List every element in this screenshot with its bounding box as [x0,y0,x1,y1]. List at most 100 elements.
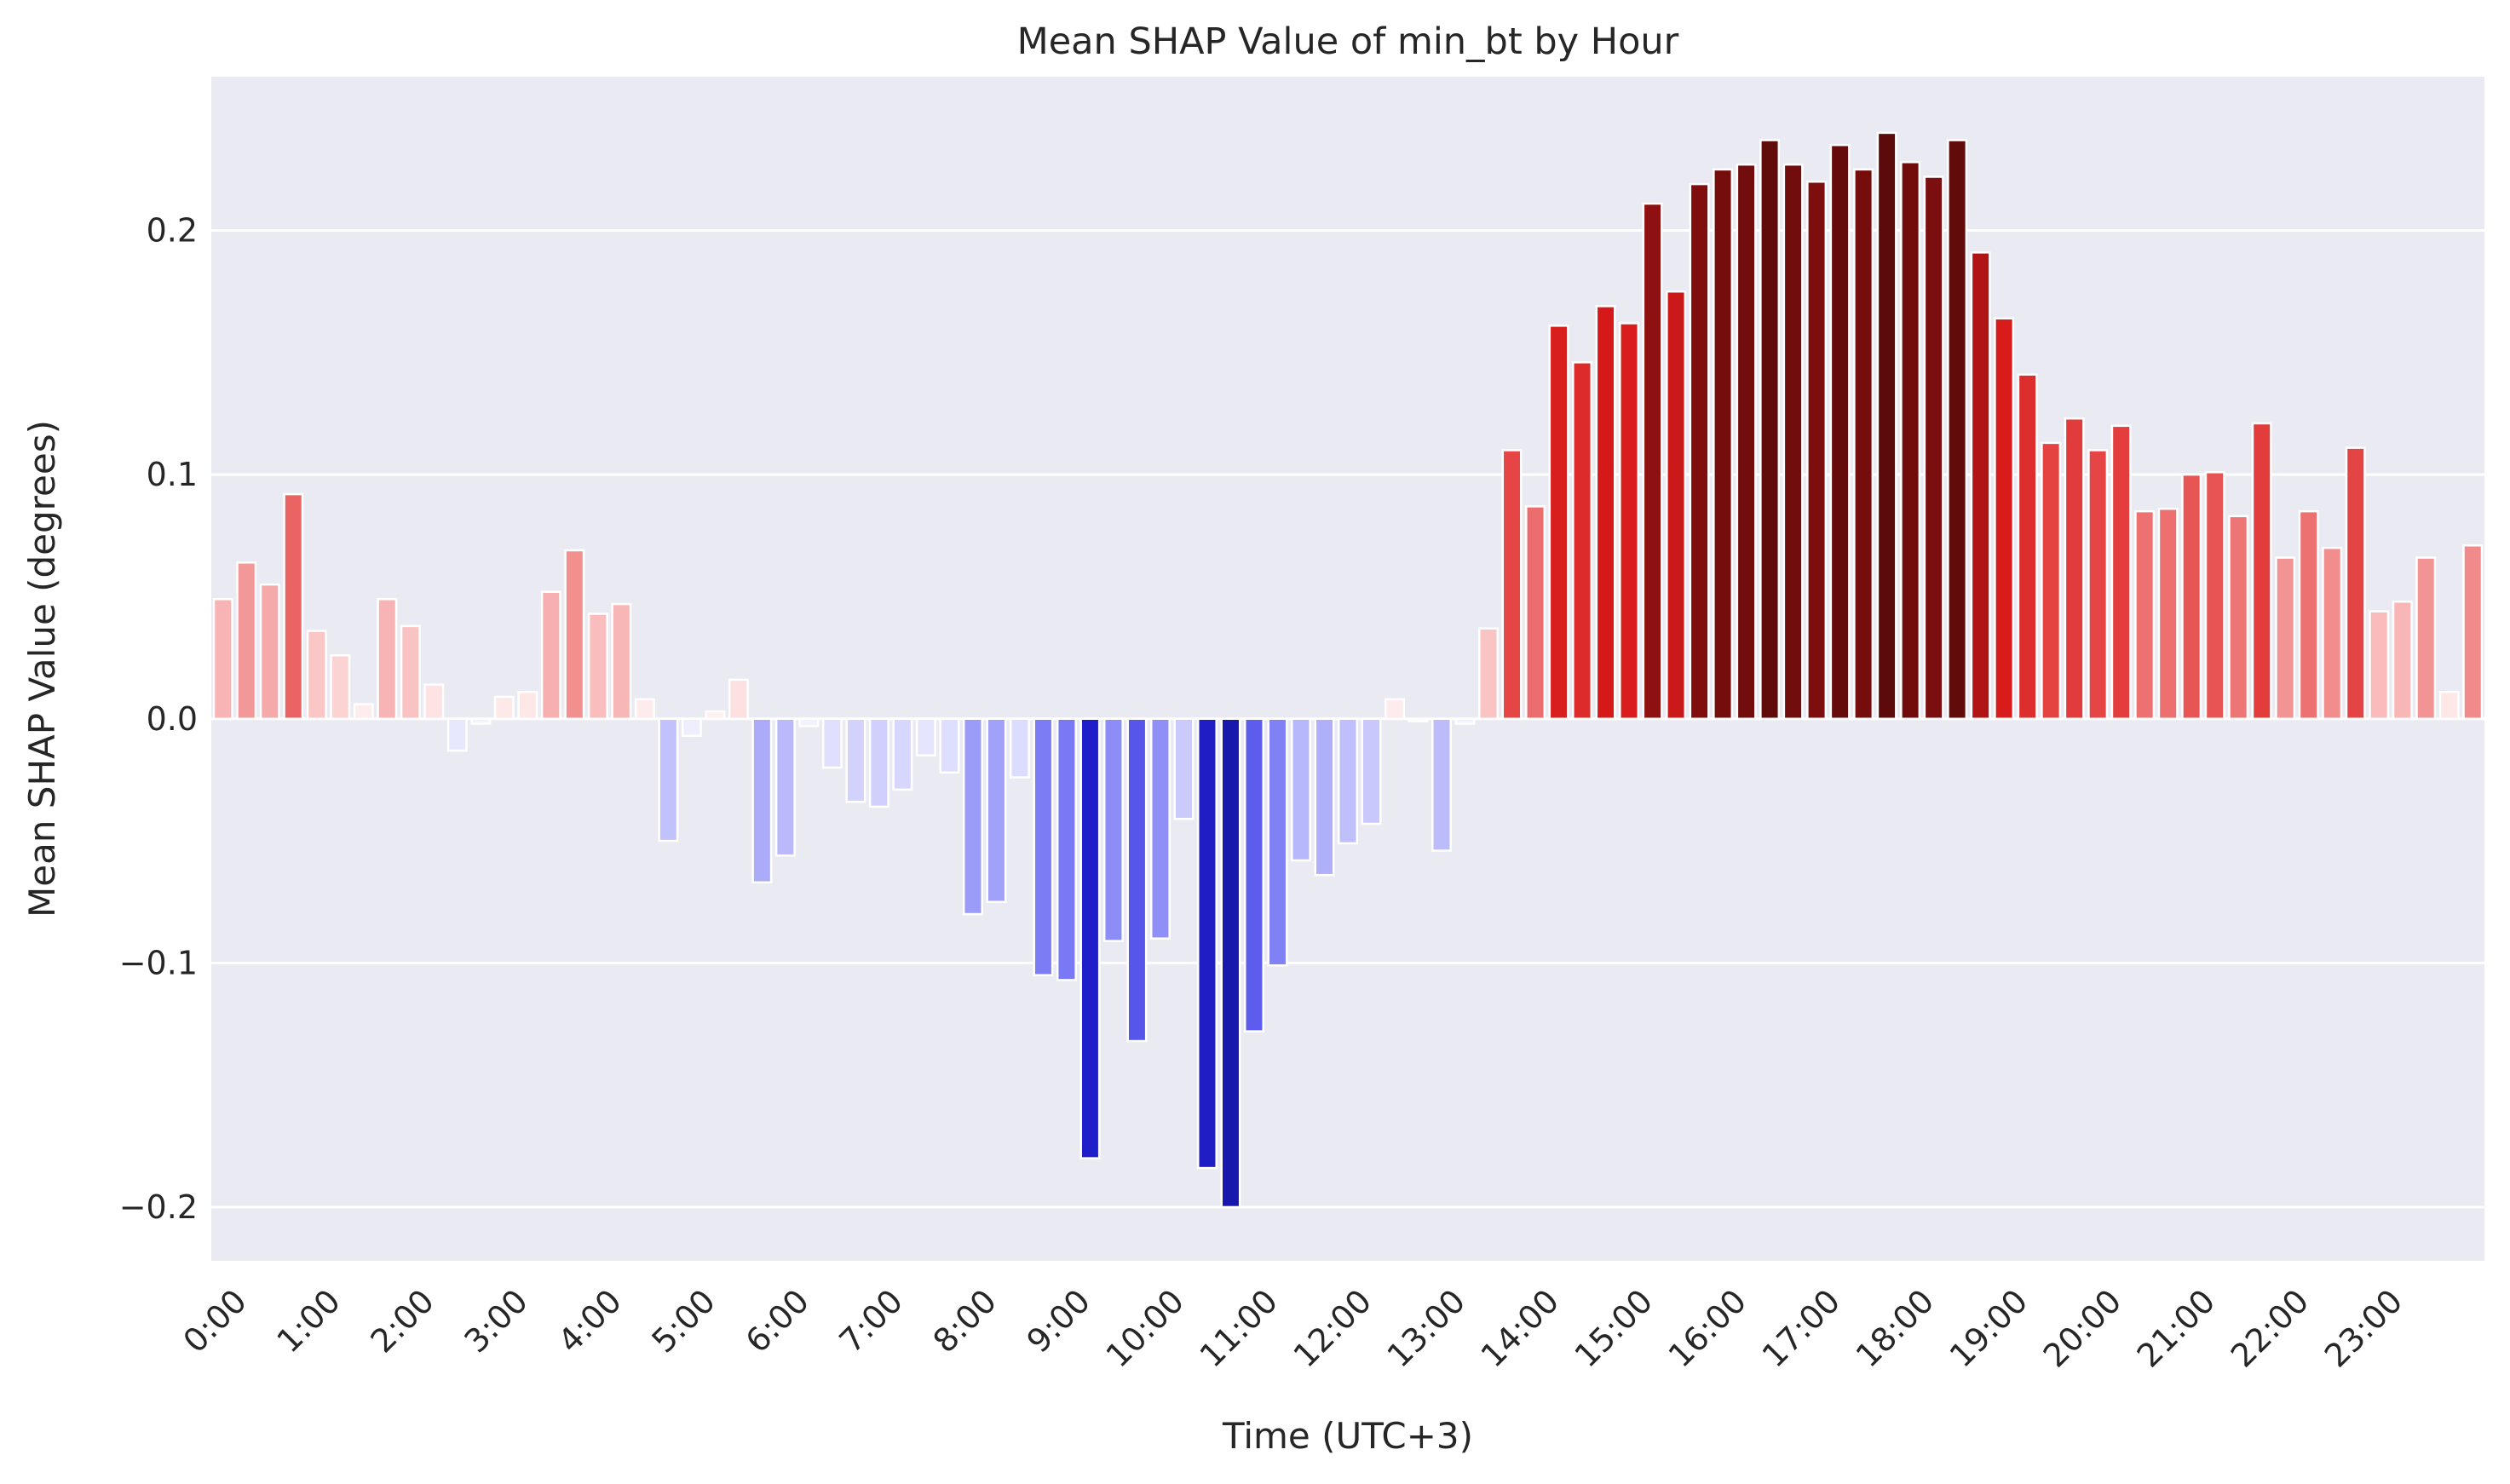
bar [1267,717,1288,967]
bar [353,703,374,721]
bar [2204,471,2225,721]
bar [1173,717,1195,820]
bar [1642,202,1663,721]
bar [377,598,398,721]
y-tick-label: 0.0 [147,700,198,738]
y-tick-label: −0.1 [119,944,198,981]
x-tick-label: 4:00 [551,1282,629,1360]
bar [1806,180,1828,721]
bar [1431,717,1452,852]
bar [423,683,445,721]
x-tick-label: 19:00 [1943,1282,2035,1375]
bar [681,717,702,738]
x-tick-label: 9:00 [1020,1282,1097,1360]
bar [1713,168,1734,721]
bar [1759,139,1781,721]
y-tick-label: 0.1 [147,456,198,493]
bar [1572,361,1593,721]
bar [2438,690,2460,721]
bar [774,717,796,857]
x-tick-label: 5:00 [645,1282,722,1360]
bar [1009,717,1030,779]
bar [2345,446,2366,721]
bar [751,717,773,884]
bar [1454,717,1476,725]
bars [212,131,2484,1209]
bar [1338,717,1358,845]
x-tick-label: 2:00 [363,1282,440,1360]
bar [259,583,280,721]
bar [2041,441,2062,721]
bar [611,602,632,721]
x-tick-label: 20:00 [2036,1282,2129,1375]
x-ticks: 0:00 1:00 2:00 3:00 4:00 5:00 6:00 7:00 8:00 9:00… [176,1282,2409,1375]
bar [1994,317,2015,721]
bar [587,613,608,721]
bar [2275,556,2296,721]
bar [1361,717,1382,825]
y-ticks: −0.2 −0.1 0.0 0.1 0.2 [119,212,198,1226]
bar [1291,717,1311,862]
bar [1056,717,1077,981]
bar [1525,505,1546,721]
bar [2415,556,2437,721]
x-tick-label: 22:00 [2224,1282,2317,1375]
bar [1619,322,1640,721]
bar [1689,182,1710,721]
bar [634,698,655,721]
x-tick-label: 8:00 [926,1282,1004,1360]
bar [1782,163,1804,721]
bar [2181,473,2202,721]
bar [540,590,561,721]
bar [658,717,679,843]
bar [986,717,1007,903]
bar [1548,325,1569,721]
bar [2228,515,2249,721]
bar [821,717,843,769]
x-tick-label: 17:00 [1755,1282,1848,1375]
bar [1102,717,1124,942]
bar [2017,373,2038,721]
chart-title: Mean SHAP Value of min_bt by Hour [1017,20,1679,63]
x-tick-label: 18:00 [1849,1282,1942,1375]
bar [728,678,749,721]
bar [2322,546,2343,721]
x-tick-label: 0:00 [176,1282,253,1360]
y-tick-label: −0.2 [119,1188,198,1226]
bar [1408,717,1429,722]
x-tick-label: 1:00 [269,1282,347,1360]
x-tick-label: 6:00 [739,1282,816,1360]
bar [1149,717,1171,940]
bar [2392,600,2413,721]
bar [1126,717,1148,1043]
y-tick-label: 0.2 [147,212,198,250]
bar [446,717,468,752]
bar [845,717,866,803]
x-tick-label: 7:00 [832,1282,910,1360]
bar [470,717,492,725]
x-tick-label: 3:00 [458,1282,535,1360]
bar [564,549,585,721]
bar [798,717,820,728]
bar [2110,424,2132,721]
bar [1876,131,1897,721]
x-tick-label: 23:00 [2317,1282,2410,1375]
bar [212,598,233,721]
bar [283,492,304,721]
x-tick-label: 13:00 [1380,1282,1473,1375]
bar [306,630,327,721]
bar [400,624,421,721]
x-tick-label: 15:00 [1568,1282,1661,1375]
bar [2134,509,2156,721]
bar [1079,717,1101,1159]
bar [1736,163,1757,721]
bar [236,561,257,721]
x-tick-label: 10:00 [1099,1282,1192,1375]
bar [2298,509,2319,721]
x-tick-label: 16:00 [1661,1282,1754,1375]
bar [1666,290,1687,721]
x-tick-label: 21:00 [2130,1282,2223,1375]
bar [2087,449,2109,721]
bar [1033,717,1054,976]
